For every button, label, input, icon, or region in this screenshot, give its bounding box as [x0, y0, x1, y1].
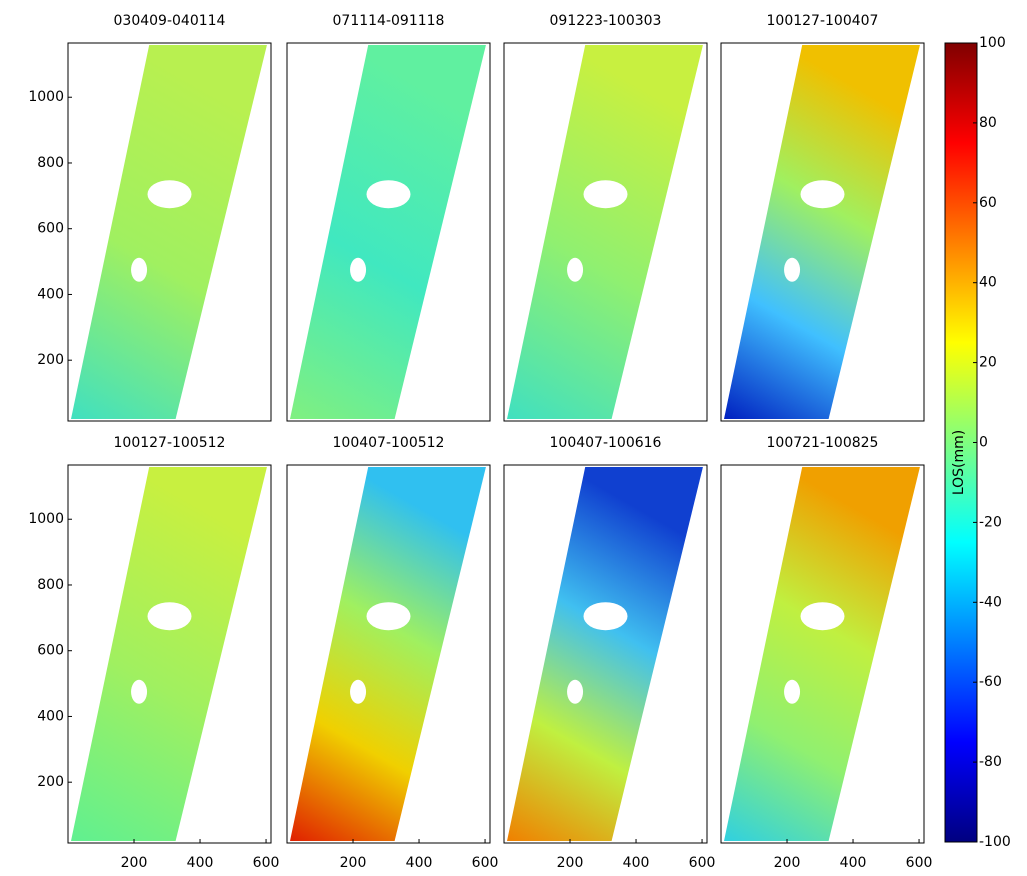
- data-strip: [724, 45, 920, 419]
- axes-box: [720, 42, 925, 422]
- data-gap: [800, 180, 845, 209]
- axes-box: [503, 42, 708, 422]
- colorbar-tick-label: 40: [979, 275, 997, 291]
- colorbar: [944, 42, 978, 843]
- data-gap: [366, 602, 411, 631]
- data-strip: [71, 467, 267, 841]
- x-tick-label: 400: [187, 855, 214, 871]
- data-strip: [71, 45, 267, 419]
- y-tick-label: 200: [37, 352, 64, 368]
- y-tick-label: 400: [37, 708, 64, 724]
- colorbar-tick-label: 0: [979, 435, 988, 451]
- data-strip: [507, 467, 703, 841]
- y-tick-label: 1000: [28, 511, 64, 527]
- data-gap: [567, 679, 584, 704]
- panel-title: 100407-100616: [550, 435, 662, 451]
- data-gap: [350, 679, 367, 704]
- axes-box: [286, 42, 491, 422]
- colorbar-tick-label: -80: [979, 754, 1002, 770]
- x-tick-label: 400: [840, 855, 867, 871]
- data-gap: [567, 257, 584, 282]
- data-gap: [350, 257, 367, 282]
- axes-box: [720, 464, 925, 844]
- axes-box: [503, 464, 708, 844]
- y-tick-label: 600: [37, 643, 64, 659]
- colorbar-tick-label: 60: [979, 195, 997, 211]
- y-tick-label: 800: [37, 577, 64, 593]
- panel-title: 100407-100512: [333, 435, 445, 451]
- data-strip: [724, 467, 920, 841]
- colorbar-tick-label: 80: [979, 115, 997, 131]
- x-tick-label: 400: [623, 855, 650, 871]
- data-gap: [147, 180, 192, 209]
- data-gap: [583, 602, 628, 631]
- data-gap: [800, 602, 845, 631]
- y-tick-label: 400: [37, 286, 64, 302]
- data-gap: [583, 180, 628, 209]
- panel-title: 091223-100303: [550, 13, 662, 29]
- panel-title: 071114-091118: [333, 13, 445, 29]
- colorbar-tick-label: 100: [979, 35, 1006, 51]
- x-tick-label: 600: [689, 855, 716, 871]
- x-tick-label: 200: [340, 855, 367, 871]
- data-strip: [290, 467, 486, 841]
- colorbar-tick-label: 20: [979, 355, 997, 371]
- panel-title: 100127-100512: [114, 435, 226, 451]
- axes-box: [286, 464, 491, 844]
- data-gap: [784, 679, 801, 704]
- colorbar-tick-label: -40: [979, 594, 1002, 610]
- panel-title: 030409-040114: [114, 13, 226, 29]
- x-tick-label: 200: [121, 855, 148, 871]
- axes-box: [67, 464, 272, 844]
- data-gap: [131, 257, 148, 282]
- data-gap: [366, 180, 411, 209]
- colorbar-tick-label: -100: [979, 834, 1011, 850]
- x-tick-label: 600: [472, 855, 499, 871]
- y-tick-label: 600: [37, 221, 64, 237]
- y-tick-label: 1000: [28, 89, 64, 105]
- x-tick-label: 600: [906, 855, 933, 871]
- colorbar-tick-label: -20: [979, 514, 1002, 530]
- panel-title: 100721-100825: [767, 435, 879, 451]
- panel-title: 100127-100407: [767, 13, 879, 29]
- data-gap: [147, 602, 192, 631]
- x-tick-label: 600: [253, 855, 280, 871]
- data-gap: [131, 679, 148, 704]
- axes-box: [67, 42, 272, 422]
- x-tick-label: 200: [557, 855, 584, 871]
- data-strip: [507, 45, 703, 419]
- data-gap: [784, 257, 801, 282]
- data-strip: [290, 45, 486, 419]
- y-tick-label: 800: [37, 155, 64, 171]
- y-tick-label: 200: [37, 774, 64, 790]
- colorbar-tick-label: -60: [979, 674, 1002, 690]
- x-tick-label: 200: [774, 855, 801, 871]
- x-tick-label: 400: [406, 855, 433, 871]
- colorbar-label: LOS(mm): [951, 430, 967, 495]
